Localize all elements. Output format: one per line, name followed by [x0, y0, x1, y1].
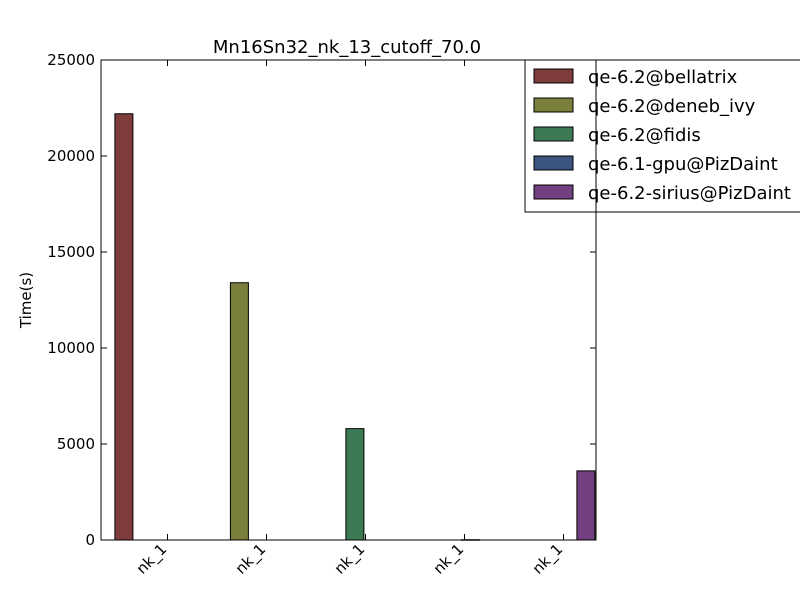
bar-qe-6.2@deneb_ivy: [229, 282, 249, 541]
y-axis-label: Time(s): [17, 272, 35, 329]
chart-title: Mn16Sn32_nk_13_cutoff_70.0: [213, 37, 481, 58]
y-tick-label: 20000: [47, 147, 95, 165]
y-tick-label: 25000: [47, 51, 95, 69]
x-tick-label: nk_1: [331, 540, 369, 578]
x-tick-label: nk_1: [133, 540, 171, 578]
legend-swatch: [533, 184, 574, 200]
legend-label: qe-6.2@fidis: [588, 125, 701, 146]
bar-qe-6.2@bellatrix: [114, 113, 134, 541]
legend-swatch: [533, 155, 574, 171]
bar-qe-6.2@fidis: [345, 428, 365, 541]
plot-frame: [100, 59, 597, 541]
x-tick-label: nk_1: [529, 540, 567, 578]
x-tick-label: nk_1: [232, 540, 270, 578]
y-tick-label: 5000: [57, 435, 95, 453]
legend: qe-6.2@bellatrix qe-6.2@deneb_ivy qe-6.2@f…: [524, 59, 800, 213]
legend-label: qe-6.1-gpu@PizDaint: [588, 154, 778, 175]
y-tick-label: 0: [85, 531, 95, 549]
legend-swatch: [533, 68, 574, 84]
y-tick-label: 15000: [47, 243, 95, 261]
y-axis-ticks: 0 5000 10000 15000 20000 25000: [47, 51, 596, 549]
bars: [114, 113, 596, 541]
legend-swatch: [533, 126, 574, 142]
legend-label: qe-6.2-sirius@PizDaint: [588, 183, 791, 204]
bar-qe-6.2-sirius@PizDaint: [576, 470, 596, 541]
legend-label: qe-6.2@deneb_ivy: [588, 96, 756, 117]
legend-swatch: [533, 97, 574, 113]
legend-label: qe-6.2@bellatrix: [588, 67, 738, 88]
x-tick-label: nk_1: [430, 540, 468, 578]
y-tick-label: 10000: [47, 339, 95, 357]
